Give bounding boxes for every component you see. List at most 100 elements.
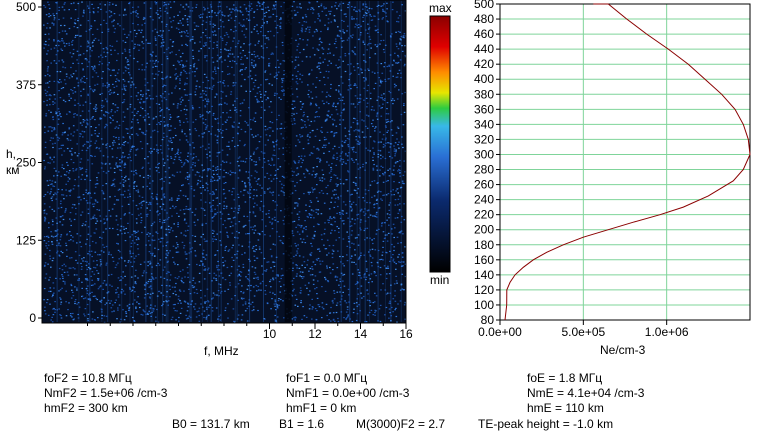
noise-pixel xyxy=(83,257,85,259)
noise-pixel xyxy=(238,156,241,158)
noise-pixel xyxy=(219,57,221,59)
noise-pixel xyxy=(175,206,177,208)
noise-pixel xyxy=(329,272,332,274)
noise-pixel xyxy=(131,146,134,148)
noise-pixel xyxy=(280,183,283,185)
noise-pixel xyxy=(51,224,54,226)
noise-pixel xyxy=(254,177,256,179)
noise-pixel xyxy=(234,26,237,28)
noise-pixel xyxy=(176,242,178,244)
noise-pixel xyxy=(200,199,202,201)
noise-pixel xyxy=(307,216,309,218)
noise-pixel xyxy=(147,280,150,283)
noise-pixel xyxy=(248,11,250,13)
noise-pixel xyxy=(301,27,303,29)
noise-pixel xyxy=(67,164,69,166)
noise-pixel xyxy=(193,306,195,308)
noise-pixel xyxy=(244,186,247,188)
noise-pixel xyxy=(69,315,72,317)
noise-pixel xyxy=(276,139,278,141)
noise-pixel xyxy=(278,97,280,99)
noise-pixel xyxy=(176,105,179,107)
noise-pixel xyxy=(193,147,195,149)
noise-pixel xyxy=(99,93,101,95)
noise-pixel xyxy=(94,267,97,269)
noise-pixel xyxy=(177,148,179,150)
noise-pixel xyxy=(293,277,295,279)
noise-pixel xyxy=(307,8,309,10)
noise-pixel xyxy=(95,72,98,74)
noise-pixel xyxy=(164,314,166,316)
noise-pixel xyxy=(70,313,72,315)
noise-pixel xyxy=(364,5,367,8)
noise-pixel xyxy=(170,21,172,23)
noise-pixel xyxy=(102,193,105,195)
noise-pixel xyxy=(220,218,222,220)
noise-pixel xyxy=(331,299,334,302)
noise-pixel xyxy=(51,199,53,202)
noise-pixel xyxy=(116,157,118,159)
noise-pixel xyxy=(319,37,321,39)
noise-pixel xyxy=(96,135,99,137)
noise-pixel xyxy=(113,13,116,15)
noise-pixel xyxy=(80,81,82,83)
noise-pixel xyxy=(331,163,333,165)
noise-pixel xyxy=(52,146,54,149)
noise-pixel xyxy=(100,250,103,252)
noise-pixel xyxy=(92,284,94,286)
noise-pixel xyxy=(149,202,152,204)
noise-pixel xyxy=(298,160,300,162)
noise-pixel xyxy=(332,105,335,107)
noise-pixel xyxy=(291,74,294,76)
noise-pixel xyxy=(345,311,348,313)
noise-pixel xyxy=(113,19,115,21)
noise-pixel xyxy=(365,162,367,164)
noise-pixel xyxy=(123,80,126,82)
noise-pixel xyxy=(140,219,143,222)
noise-pixel xyxy=(77,317,80,319)
noise-pixel xyxy=(244,185,247,187)
noise-pixel xyxy=(264,15,266,17)
noise-pixel xyxy=(150,136,152,138)
noise-pixel xyxy=(299,136,302,138)
noise-pixel xyxy=(227,317,229,319)
noise-pixel xyxy=(274,293,276,296)
noise-pixel xyxy=(264,176,266,178)
noise-pixel xyxy=(232,31,235,33)
noise-pixel xyxy=(256,5,258,7)
noise-pixel xyxy=(137,6,140,8)
noise-pixel xyxy=(237,283,240,285)
noise-pixel xyxy=(254,170,257,172)
noise-pixel xyxy=(305,28,308,30)
noise-pixel xyxy=(133,286,135,289)
noise-pixel xyxy=(398,181,401,184)
ionogram-noise xyxy=(43,1,407,323)
noise-pixel xyxy=(118,124,121,126)
noise-pixel xyxy=(144,78,147,80)
noise-pixel xyxy=(280,123,283,125)
noise-pixel xyxy=(229,218,231,220)
noise-pixel xyxy=(150,304,152,306)
noise-pixel xyxy=(254,56,257,58)
noise-pixel xyxy=(327,53,329,55)
noise-pixel xyxy=(173,1,176,3)
noise-pixel xyxy=(154,61,157,63)
noise-pixel xyxy=(260,45,263,47)
noise-pixel xyxy=(262,8,264,10)
noise-pixel xyxy=(264,70,267,72)
noise-pixel xyxy=(135,218,138,220)
noise-pixel xyxy=(226,145,228,147)
noise-pixel xyxy=(118,136,120,139)
noise-pixel xyxy=(282,219,285,222)
noise-pixel xyxy=(379,80,382,82)
noise-pixel xyxy=(119,162,121,164)
noise-pixel xyxy=(47,240,50,243)
noise-pixel xyxy=(81,287,83,289)
noise-pixel xyxy=(169,207,172,209)
noise-pixel xyxy=(213,235,215,237)
noise-pixel xyxy=(377,4,380,7)
noise-pixel xyxy=(261,100,263,102)
noise-pixel xyxy=(215,279,218,281)
noise-pixel xyxy=(324,278,327,280)
noise-pixel xyxy=(62,17,65,19)
